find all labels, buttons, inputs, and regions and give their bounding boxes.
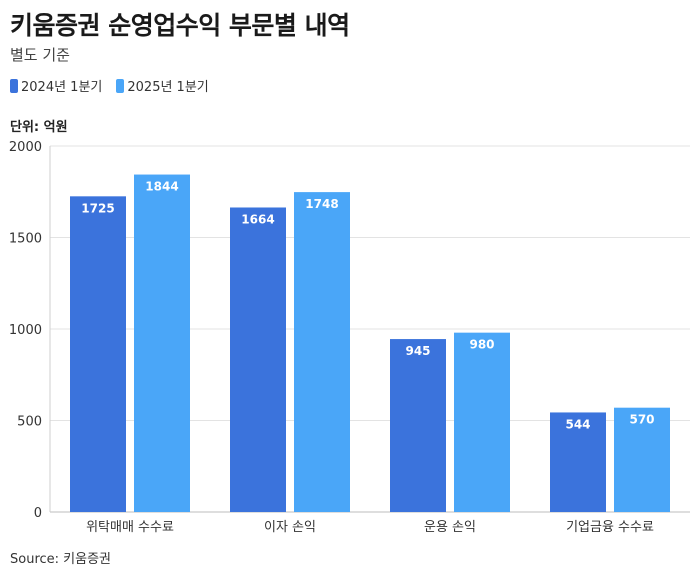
y-tick-label: 500 <box>17 415 42 430</box>
data-label: 945 <box>405 344 430 358</box>
x-tick-label: 이자 손익 <box>264 520 316 535</box>
legend-label-2025: 2025년 1분기 <box>127 80 209 95</box>
x-tick-label: 운용 손익 <box>424 520 476 535</box>
y-tick-label: 1000 <box>9 323 42 338</box>
x-tick-label: 위탁매매 수수료 <box>86 520 174 535</box>
legend-item-2025: 2025년 1분기 <box>116 76 209 95</box>
data-label: 570 <box>629 413 654 427</box>
data-label: 544 <box>565 417 590 431</box>
bar <box>390 339 446 512</box>
y-tick-label: 2000 <box>9 140 42 155</box>
bar <box>614 407 670 512</box>
legend-label-2024: 2024년 1분기 <box>21 80 103 95</box>
legend: 2024년 1분기 2025년 1분기 <box>10 76 209 95</box>
y-tick-label: 0 <box>34 506 42 521</box>
bar <box>70 196 126 512</box>
bar <box>294 192 350 512</box>
unit-label: 단위: 억원 <box>10 120 68 135</box>
bar <box>230 207 286 512</box>
chart-subtitle: 별도 기준 <box>10 46 70 64</box>
bar <box>134 174 190 512</box>
source-note: Source: 키움증권 <box>10 552 112 567</box>
legend-swatch-2025 <box>116 78 125 93</box>
chart-title: 키움증권 순영업수익 부문별 내역 <box>10 11 350 40</box>
y-tick-label: 1500 <box>9 232 42 247</box>
bar <box>454 332 510 512</box>
data-label: 1844 <box>145 180 178 194</box>
data-label: 1748 <box>305 197 338 211</box>
data-label: 980 <box>469 338 494 352</box>
x-tick-label: 기업금융 수수료 <box>566 520 654 535</box>
data-label: 1664 <box>241 212 274 226</box>
legend-swatch-2024 <box>10 78 18 93</box>
data-label: 1725 <box>81 201 114 215</box>
legend-item-2024: 2024년 1분기 <box>10 76 102 95</box>
bar <box>550 412 606 512</box>
